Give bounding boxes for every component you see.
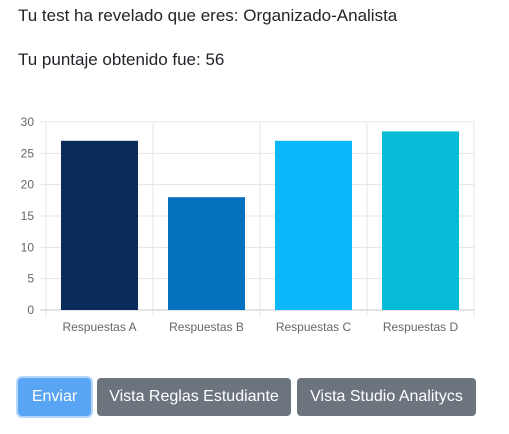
y-tick-label: 5 — [27, 272, 34, 286]
submit-button[interactable]: Enviar — [18, 378, 91, 416]
y-tick-label: 25 — [21, 146, 35, 160]
bar — [381, 131, 460, 310]
student-rules-view-button[interactable]: Vista Reglas Estudiante — [97, 378, 291, 416]
y-tick-label: 10 — [21, 240, 35, 254]
answers-bar-chart: 0 5 10 15 20 25 30 Respuestas A Respuestas B Resp… — [21, 115, 475, 334]
y-tick-label: 15 — [21, 209, 35, 223]
y-tick-label: 20 — [21, 178, 35, 192]
result-title: Tu test ha revelado que eres: Organizado… — [18, 6, 398, 25]
x-tick-label: Respuestas D — [383, 320, 459, 334]
result-score: Tu puntaje obtenido fue: 56 — [18, 50, 225, 69]
y-tick-label: 0 — [27, 303, 34, 317]
x-tick-label: Respuestas B — [169, 320, 244, 334]
studio-analytics-view-button[interactable]: Vista Studio Analitycs — [297, 378, 476, 416]
x-tick-label: Respuestas C — [276, 320, 352, 334]
bar — [60, 140, 139, 310]
bar — [167, 197, 246, 310]
action-buttons: Enviar Vista Reglas Estudiante Vista Stu… — [18, 378, 476, 416]
y-tick-label: 30 — [21, 115, 35, 129]
x-tick-label: Respuestas A — [62, 320, 136, 334]
bar — [274, 140, 353, 310]
